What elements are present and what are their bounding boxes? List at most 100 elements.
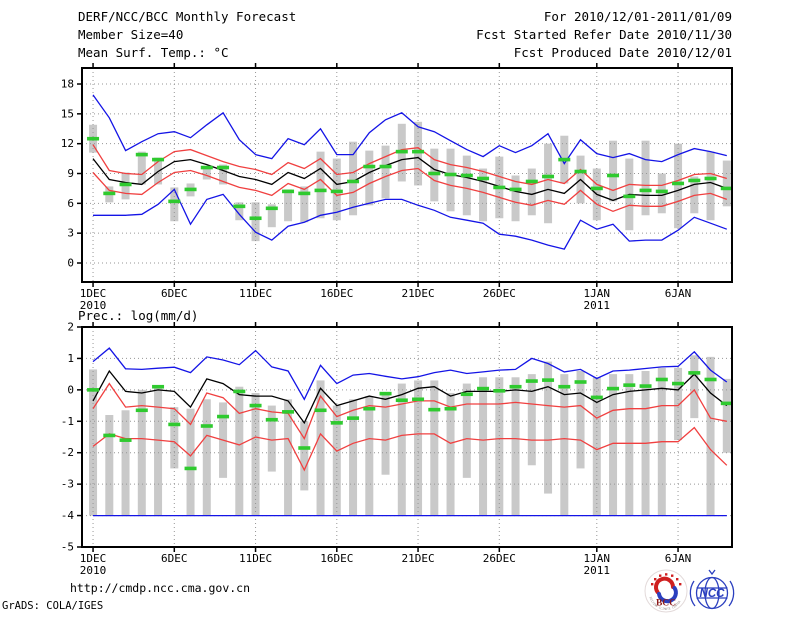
member-spread-bars xyxy=(462,155,471,216)
obs-dashes xyxy=(525,379,538,383)
obs-dashes xyxy=(314,188,327,193)
obs-dashes xyxy=(395,149,408,154)
member-spread-bars xyxy=(105,415,114,516)
member-size-label: Member Size=40 xyxy=(78,27,184,42)
obs-dashes xyxy=(314,408,327,413)
forecast-period: For 2010/12/01-2011/01/09 xyxy=(543,9,732,24)
member-spread-bars xyxy=(365,396,374,516)
ncc-laurel-left xyxy=(689,580,696,607)
ncc-logo: NCC xyxy=(689,569,735,610)
obs-dashes xyxy=(87,136,100,141)
ncc-top-mark xyxy=(708,569,716,576)
member-spread-bars xyxy=(641,140,650,216)
obs-dashes xyxy=(363,406,376,411)
y-tick-label: 6 xyxy=(67,197,74,210)
obs-dashes xyxy=(330,421,343,425)
obs-dashes xyxy=(704,176,717,181)
obs-dashes xyxy=(103,191,116,196)
obs-dashes xyxy=(200,424,213,428)
member-spread-bars xyxy=(89,369,98,516)
obs-dashes xyxy=(477,176,490,181)
blue-min-line xyxy=(93,188,728,250)
blue-max-line xyxy=(92,347,728,401)
blue-max-line xyxy=(92,94,727,165)
member-spread-bars xyxy=(267,204,276,228)
member-spread-bars xyxy=(544,361,553,494)
obs-dashes xyxy=(119,438,132,442)
member-spread-bars xyxy=(690,355,699,419)
member-spread-bars xyxy=(300,186,309,223)
y-tick-label: 9 xyxy=(67,167,74,180)
obs-dashes xyxy=(265,417,278,422)
member-spread-bars xyxy=(267,405,276,472)
member-spread-bars xyxy=(609,374,618,516)
member-spread-bars xyxy=(479,377,488,516)
obs-dashes xyxy=(477,386,490,391)
obs-dashes xyxy=(558,157,571,162)
member-spread-bars xyxy=(609,140,618,202)
red-upper-line xyxy=(92,144,727,192)
obs-dashes xyxy=(493,185,506,190)
y-tick-label: -4 xyxy=(61,509,75,522)
bcc-ring-marks xyxy=(651,573,682,586)
x-tick-label: 11DEC xyxy=(239,552,272,565)
red-upper-line xyxy=(92,382,727,441)
x-tick-label: 6DEC xyxy=(161,552,188,565)
bcc-blue-swirl xyxy=(657,586,678,604)
obs-dashes xyxy=(363,164,376,169)
obs-dashes xyxy=(688,371,701,375)
x-tick-sublabel: 2011 xyxy=(584,564,611,577)
x-tick-label: 16DEC xyxy=(320,552,353,565)
obs-dashes xyxy=(217,165,230,170)
member-spread-bars xyxy=(349,141,358,216)
ncc-logo-label: NCC xyxy=(700,588,726,600)
obs-dashes xyxy=(168,199,181,204)
member-spread-bars xyxy=(446,148,455,212)
member-spread-bars xyxy=(722,160,731,207)
member-spread-bars xyxy=(154,386,163,516)
member-spread-bars xyxy=(706,151,715,221)
member-spread-bars xyxy=(527,374,536,466)
ensemble-mean-line xyxy=(92,156,728,202)
member-spread-bars xyxy=(137,151,146,185)
member-spread-bars xyxy=(316,380,325,516)
obs-dashes xyxy=(590,186,603,191)
member-spread-bars xyxy=(511,175,520,222)
precipitation-frame xyxy=(81,326,733,548)
member-spread-bars xyxy=(462,383,471,478)
x-tick-label: 11DEC xyxy=(239,287,272,300)
red-lower-line xyxy=(92,426,728,472)
obs-dashes xyxy=(623,383,636,387)
precip-panel-title: Prec.: log(mm/d) xyxy=(78,308,199,323)
y-tick-label: -2 xyxy=(61,446,74,459)
obs-dashes xyxy=(200,165,213,170)
x-tick-label: 6JAN xyxy=(665,552,692,565)
member-spread-bars xyxy=(365,150,374,206)
obs-dashes xyxy=(249,216,262,221)
obs-dashes xyxy=(184,466,197,471)
grads-credit: GrADS: COLA/IGES xyxy=(2,600,104,612)
x-tick-label: 21DEC xyxy=(401,287,434,300)
obs-dashes xyxy=(509,187,522,192)
member-spread-bars xyxy=(251,393,260,516)
obs-dashes xyxy=(720,186,733,191)
obs-dashes xyxy=(379,391,392,396)
obs-dashes xyxy=(103,433,116,438)
obs-dashes xyxy=(574,169,587,174)
obs-dashes xyxy=(184,187,197,192)
y-tick-label: 3 xyxy=(67,227,74,240)
member-spread-bars xyxy=(430,380,439,516)
obs-dashes xyxy=(460,392,473,397)
member-spread-bars xyxy=(300,421,309,491)
report-title: DERF/NCC/BCC Monthly Forecast xyxy=(78,9,297,24)
bcc-logo: BCC BEIJING CLIMATE CENTER xyxy=(644,569,688,613)
member-spread-bars xyxy=(137,389,146,516)
obs-dashes xyxy=(412,149,425,154)
obs-dashes xyxy=(639,384,652,388)
y-tick-label: 12 xyxy=(61,137,74,150)
obs-dashes xyxy=(607,386,620,391)
x-tick-label: 1DEC xyxy=(80,287,107,300)
obs-dashes xyxy=(152,157,165,162)
